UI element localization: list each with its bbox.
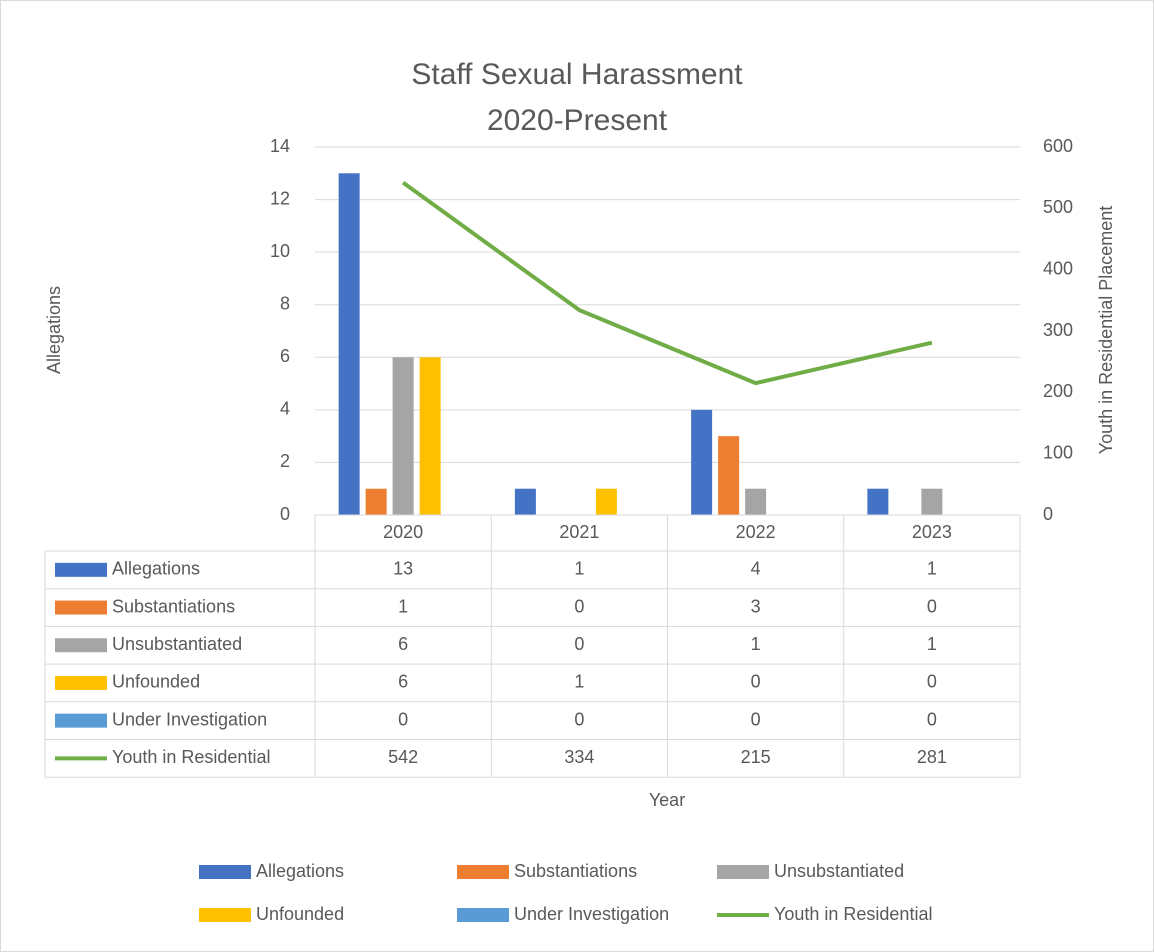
- table-cell: 1: [927, 559, 937, 579]
- table-series-name: Under Investigation: [112, 709, 267, 729]
- legend-key: [55, 600, 107, 615]
- bar: [595, 488, 617, 515]
- table-cell: 0: [574, 709, 584, 729]
- bar: [392, 357, 414, 515]
- y2-tick-label: 600: [1043, 136, 1073, 156]
- y-tick-label: 8: [280, 293, 290, 313]
- y-tick-label: 14: [270, 136, 290, 156]
- legend-key: [55, 675, 107, 690]
- bar: [745, 488, 767, 515]
- legend-label: Unfounded: [256, 904, 344, 924]
- table-cell: 4: [751, 559, 761, 579]
- bar: [867, 488, 889, 515]
- table-cell: 0: [574, 634, 584, 654]
- x-tick-label: 2023: [912, 522, 952, 542]
- table-cell: 1: [574, 672, 584, 692]
- table-series-name: Allegations: [112, 559, 200, 579]
- legend-label: Substantiations: [514, 861, 637, 881]
- y2-tick-label: 100: [1043, 442, 1073, 462]
- table-cell: 281: [917, 747, 947, 767]
- chart-title: Staff Sexual Harassment: [411, 58, 743, 91]
- y2-tick-label: 200: [1043, 381, 1073, 401]
- y-tick-label: 4: [280, 399, 290, 419]
- x-axis-title: Year: [649, 790, 685, 810]
- legend-label: Youth in Residential: [774, 904, 932, 924]
- legend-label: Unsubstantiated: [774, 861, 904, 881]
- line-series: [401, 180, 933, 386]
- table-cell: 215: [741, 747, 771, 767]
- bar: [365, 488, 387, 515]
- table-cell: 1: [398, 596, 408, 616]
- table-cell: 13: [393, 559, 413, 579]
- legend-key: [457, 908, 509, 922]
- table-cell: 542: [388, 747, 418, 767]
- y-tick-label: 0: [280, 504, 290, 524]
- table-series-name: Youth in Residential: [112, 747, 270, 767]
- legend-key: [55, 713, 107, 728]
- legend-label: Allegations: [256, 861, 344, 881]
- table-cell: 3: [751, 596, 761, 616]
- bar: [419, 357, 441, 515]
- legend-key: [199, 908, 251, 922]
- table-series-name: Substantiations: [112, 596, 235, 616]
- legend-key: [457, 865, 509, 879]
- table-cell: 1: [927, 634, 937, 654]
- bar: [691, 409, 713, 515]
- y-tick-label: 2: [280, 451, 290, 471]
- chart-subtitle: 2020-Present: [487, 104, 668, 137]
- table-cell: 6: [398, 634, 408, 654]
- bar: [921, 488, 943, 515]
- table-cell: 6: [398, 672, 408, 692]
- x-tick-label: 2022: [736, 522, 776, 542]
- y2-tick-label: 0: [1043, 504, 1053, 524]
- y2-tick-label: 300: [1043, 320, 1073, 340]
- y2-axis-title: Youth in Residential Placement: [1096, 206, 1116, 455]
- bar: [514, 488, 536, 515]
- y-tick-label: 6: [280, 346, 290, 366]
- table-cell: 0: [751, 672, 761, 692]
- table-cell: 334: [564, 747, 594, 767]
- legend-key: [717, 865, 769, 879]
- y2-tick-label: 500: [1043, 197, 1073, 217]
- table-series-name: Unsubstantiated: [112, 634, 242, 654]
- table-cell: 1: [751, 634, 761, 654]
- legend-key: [55, 562, 107, 577]
- bar: [338, 173, 360, 516]
- table-cell: 0: [574, 596, 584, 616]
- table-cell: 1: [574, 559, 584, 579]
- table-cell: 0: [751, 709, 761, 729]
- y-tick-label: 10: [270, 241, 290, 261]
- y-axis-title: Allegations: [44, 286, 64, 374]
- legend-key: [199, 865, 251, 879]
- x-tick-label: 2021: [559, 522, 599, 542]
- table-cell: 0: [927, 709, 937, 729]
- y2-tick-label: 400: [1043, 258, 1073, 278]
- table-cell: 0: [927, 596, 937, 616]
- bar: [718, 436, 740, 515]
- table-series-name: Unfounded: [112, 672, 200, 692]
- table-cell: 0: [398, 709, 408, 729]
- y-tick-label: 12: [270, 188, 290, 208]
- legend-key: [55, 638, 107, 653]
- table-cell: 0: [927, 672, 937, 692]
- legend-label: Under Investigation: [514, 904, 669, 924]
- x-tick-label: 2020: [383, 522, 423, 542]
